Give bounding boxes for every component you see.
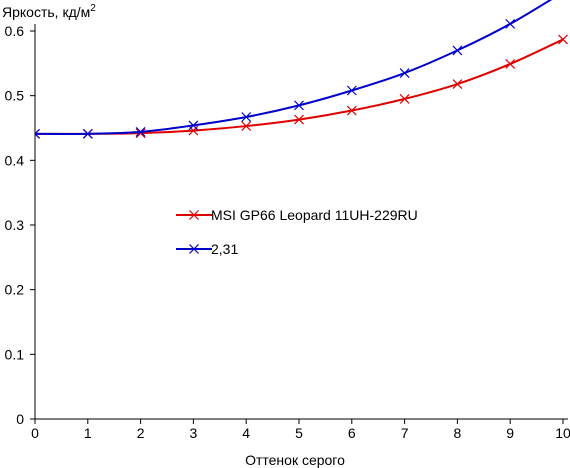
axes: 0 1 2 3 4 5 6 7 8 9 10 0 0.1 0.2 0.3 0.4 0.5 0.6 [5, 23, 570, 441]
x-tick-label: 10 [555, 425, 570, 441]
x-tick-label: 7 [401, 425, 409, 441]
legend-label: 2,31 [211, 241, 238, 257]
x-tick-label: 6 [348, 425, 356, 441]
data-point [346, 85, 357, 96]
data-point [35, 128, 40, 139]
y-tick-label: 0.6 [5, 23, 25, 39]
x-tick-label: 0 [31, 425, 39, 441]
y-tick-label: 0.1 [5, 346, 25, 362]
x-axis-title: Оттенок серого [245, 452, 345, 468]
data-point [346, 105, 357, 116]
series-layer [35, 0, 568, 139]
legend-item: 2,31 [176, 241, 238, 257]
y-tick-label: 0.5 [5, 88, 25, 104]
x-tick-label: 2 [137, 425, 145, 441]
y-tick-label: 0.3 [5, 217, 25, 233]
data-point [505, 59, 516, 69]
y-axis-title: Яркость, кд/м2 [2, 3, 96, 20]
data-point [294, 100, 304, 111]
legend: MSI GP66 Leopard 11UH-229RU 2,31 [176, 207, 418, 257]
data-point [294, 114, 304, 125]
y-tick-label: 0.4 [5, 152, 25, 168]
y-tick-label: 0.2 [5, 282, 25, 298]
data-point [241, 112, 252, 122]
series-1 [35, 34, 568, 139]
data-point [241, 121, 252, 131]
y-axis-title-text: Яркость, кд/м [2, 4, 90, 20]
data-point [399, 93, 410, 104]
data-point [399, 68, 410, 78]
series-line [35, 0, 553, 135]
legend-swatch-marker [189, 244, 199, 254]
legend-swatch-marker [189, 210, 199, 220]
data-point [135, 128, 146, 139]
data-point [558, 34, 568, 45]
legend-label: MSI GP66 Leopard 11UH-229RU [211, 207, 418, 223]
x-tick-label: 5 [295, 425, 303, 441]
x-tick-label: 3 [190, 425, 198, 441]
data-point [452, 45, 463, 56]
data-point [82, 128, 93, 139]
data-point [135, 126, 146, 137]
legend-item: MSI GP66 Leopard 11UH-229RU [176, 207, 418, 223]
y-tick-label: 0 [16, 411, 24, 427]
x-tick-label: 8 [454, 425, 462, 441]
data-point [188, 120, 199, 131]
x-tick-label: 9 [506, 425, 514, 441]
y-axis-title-superscript: 2 [90, 3, 96, 14]
x-tick-label: 4 [242, 425, 250, 441]
data-point [505, 18, 516, 29]
series-2 [35, 0, 553, 139]
x-tick-label: 1 [84, 425, 92, 441]
data-point [452, 79, 463, 89]
